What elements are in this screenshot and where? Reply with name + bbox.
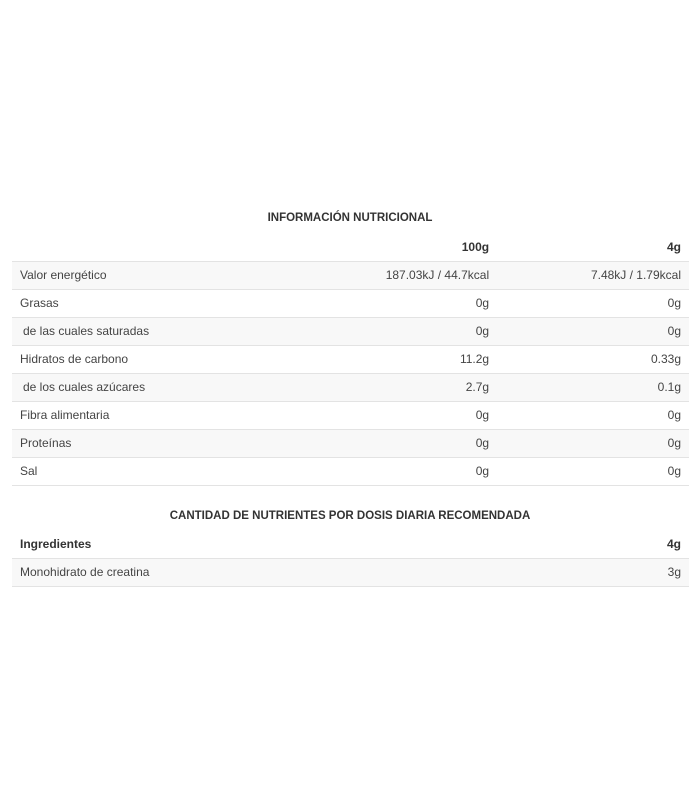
table-row: Valor energético 187.03kJ / 44.7kcal 7.48k… bbox=[12, 261, 689, 290]
row-value: 3g bbox=[573, 558, 689, 587]
row-label: Hidratos de carbono bbox=[12, 345, 306, 374]
row-label: de los cuales azúcares bbox=[12, 373, 306, 402]
table-row: Proteínas 0g 0g bbox=[12, 429, 689, 458]
header-ingredients: Ingredientes bbox=[12, 530, 574, 559]
row-label: Proteínas bbox=[12, 429, 306, 458]
nutrition-table: 100g 4g Valor energético 187.03kJ / 44.7k… bbox=[12, 233, 689, 486]
row-label: Monohidrato de creatina bbox=[12, 558, 574, 587]
row-value: 11.2g bbox=[305, 345, 498, 374]
table-header: 100g 4g bbox=[12, 233, 689, 262]
row-value: 0g bbox=[497, 457, 689, 486]
row-value: 0.33g bbox=[497, 345, 689, 374]
header-4g: 4g bbox=[573, 530, 689, 559]
row-value: 0.1g bbox=[497, 373, 689, 402]
row-label: Fibra alimentaria bbox=[12, 401, 306, 430]
table-row: Grasas 0g 0g bbox=[12, 289, 689, 318]
nutrition-title: INFORMACIÓN NUTRICIONAL bbox=[267, 212, 433, 224]
row-value: 0g bbox=[497, 289, 689, 318]
row-value: 2.7g bbox=[305, 373, 498, 402]
table-row: de las cuales saturadas 0g 0g bbox=[12, 317, 689, 346]
row-label: Valor energético bbox=[12, 261, 306, 290]
row-value: 0g bbox=[305, 289, 498, 318]
table-row: Sal 0g 0g bbox=[12, 457, 689, 486]
table-row: Hidratos de carbono 11.2g 0.33g bbox=[12, 345, 689, 374]
row-label: de las cuales saturadas bbox=[12, 317, 306, 346]
row-value: 187.03kJ / 44.7kcal bbox=[305, 261, 498, 290]
row-value: 0g bbox=[497, 317, 689, 346]
row-label: Sal bbox=[12, 457, 306, 486]
table-row: Monohidrato de creatina 3g bbox=[12, 558, 689, 587]
row-value: 0g bbox=[497, 401, 689, 430]
table-row: Fibra alimentaria 0g 0g bbox=[12, 401, 689, 430]
header-100g: 100g bbox=[305, 233, 498, 262]
header-label bbox=[12, 233, 306, 262]
daily-title: CANTIDAD DE NUTRIENTES POR DOSIS DIARIA … bbox=[169, 510, 531, 522]
row-value: 0g bbox=[305, 401, 498, 430]
row-value: 0g bbox=[305, 317, 498, 346]
row-label: Grasas bbox=[12, 289, 306, 318]
row-value: 0g bbox=[497, 429, 689, 458]
row-value: 0g bbox=[305, 457, 498, 486]
table-row: de los cuales azúcares 2.7g 0.1g bbox=[12, 373, 689, 402]
header-4g: 4g bbox=[497, 233, 689, 262]
row-value: 7.48kJ / 1.79kcal bbox=[497, 261, 689, 290]
table-header: Ingredientes 4g bbox=[12, 530, 689, 559]
daily-table: Ingredientes 4g Monohidrato de creatina 3… bbox=[12, 530, 689, 587]
row-value: 0g bbox=[305, 429, 498, 458]
